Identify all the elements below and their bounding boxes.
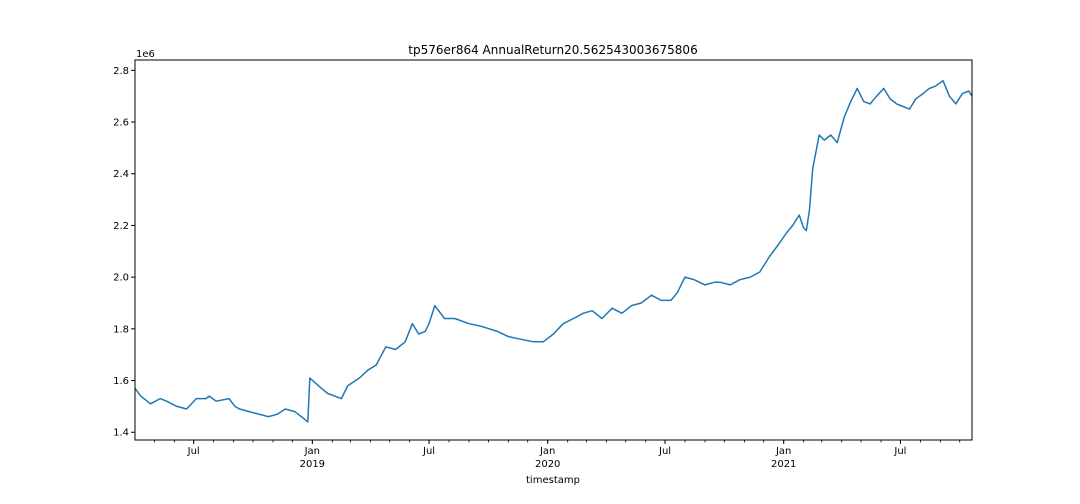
- y-tick-label: 2.6: [113, 118, 129, 129]
- series-line: [134, 79, 973, 423]
- plot-area-frame: [134, 59, 973, 441]
- y-tick-label: 2.0: [113, 273, 129, 284]
- x-tick-label: Jan: [775, 446, 791, 457]
- x-tick-year-label: 2021: [771, 459, 796, 470]
- y-tick-label: 2.4: [113, 169, 129, 180]
- y-scale-label: 1e6: [136, 49, 155, 60]
- y-tick-label: 1.4: [113, 428, 129, 439]
- x-tick-year-label: 2020: [535, 459, 560, 470]
- x-axis-label: timestamp: [526, 475, 580, 486]
- x-tick-year-label: 2019: [300, 459, 325, 470]
- x-tick-label: Jan: [304, 446, 320, 457]
- x-tick-label: Jul: [187, 446, 200, 457]
- x-tick-label: Jan: [539, 446, 555, 457]
- y-tick-label: 1.6: [113, 376, 129, 387]
- y-tick-label: 2.2: [113, 221, 129, 232]
- chart-title: tp576er864 AnnualReturn20.56254300367580…: [408, 43, 697, 57]
- x-tick-label: Jul: [893, 446, 906, 457]
- y-tick-label: 2.8: [113, 66, 129, 77]
- x-tick-label: Jul: [658, 446, 671, 457]
- y-tick-label: 1.8: [113, 324, 129, 335]
- x-tick-label: Jul: [422, 446, 435, 457]
